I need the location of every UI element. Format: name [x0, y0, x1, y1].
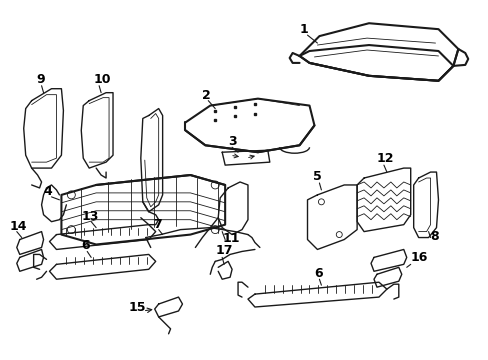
Text: 13: 13: [81, 210, 99, 223]
Text: 16: 16: [410, 251, 427, 264]
Text: 2: 2: [202, 89, 211, 102]
Text: 1: 1: [299, 23, 308, 36]
Text: 7: 7: [152, 218, 161, 231]
Text: 14: 14: [10, 220, 27, 233]
Text: 9: 9: [37, 73, 45, 86]
Text: 17: 17: [215, 244, 232, 257]
Text: 10: 10: [93, 73, 110, 86]
Text: 5: 5: [313, 170, 322, 183]
Text: 15: 15: [129, 301, 146, 314]
Text: 4: 4: [43, 185, 52, 198]
Text: 3: 3: [228, 135, 236, 148]
Text: 6: 6: [81, 239, 90, 252]
Text: 11: 11: [222, 231, 239, 244]
Text: 6: 6: [314, 267, 323, 280]
Text: 8: 8: [429, 230, 438, 243]
Text: 12: 12: [376, 152, 394, 165]
